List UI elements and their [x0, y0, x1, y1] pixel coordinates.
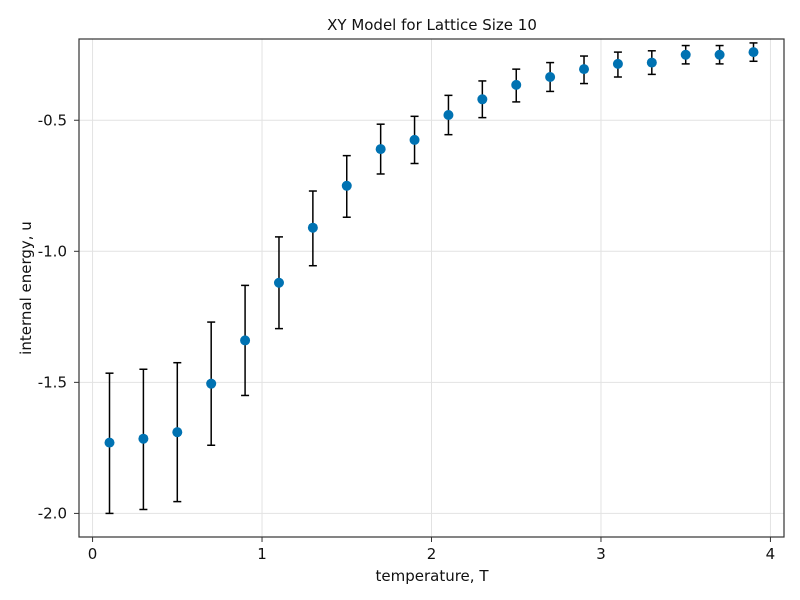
- data-point: [477, 94, 488, 105]
- data-point: [240, 335, 251, 346]
- x-axis-label: temperature, T: [376, 567, 490, 585]
- data-point: [138, 433, 149, 444]
- data-points: [104, 47, 759, 448]
- data-point: [172, 427, 183, 438]
- data-point: [206, 378, 217, 389]
- data-point: [612, 58, 623, 69]
- data-point: [104, 437, 115, 448]
- data-point: [680, 49, 691, 60]
- data-point: [579, 64, 590, 75]
- data-point: [273, 277, 284, 288]
- x-tick-label: 2: [427, 545, 437, 563]
- data-point: [443, 110, 454, 121]
- chart-title: XY Model for Lattice Size 10: [327, 16, 537, 34]
- data-point: [375, 144, 386, 155]
- grid-lines: [79, 39, 784, 537]
- y-tick-label: -0.5: [38, 111, 67, 129]
- y-tick-label: -2.0: [38, 504, 67, 522]
- data-point: [646, 57, 657, 68]
- y-tick-label: -1.0: [38, 242, 67, 260]
- data-point: [748, 47, 759, 58]
- data-point: [714, 49, 725, 60]
- x-tick-label: 3: [596, 545, 606, 563]
- x-tick-label: 1: [257, 545, 267, 563]
- y-tick-label: -1.5: [38, 373, 67, 391]
- x-tick-label: 0: [88, 545, 98, 563]
- data-point: [307, 222, 318, 233]
- data-point: [341, 180, 352, 191]
- x-tick-label: 4: [766, 545, 776, 563]
- data-point: [511, 79, 522, 90]
- y-axis-label: internal energy, u: [17, 221, 35, 355]
- axis-ticks: 0 1 2 3 4 -2.0 -1.5 -1.0 -0.5: [38, 111, 775, 563]
- data-point: [409, 134, 420, 145]
- data-point: [545, 72, 556, 83]
